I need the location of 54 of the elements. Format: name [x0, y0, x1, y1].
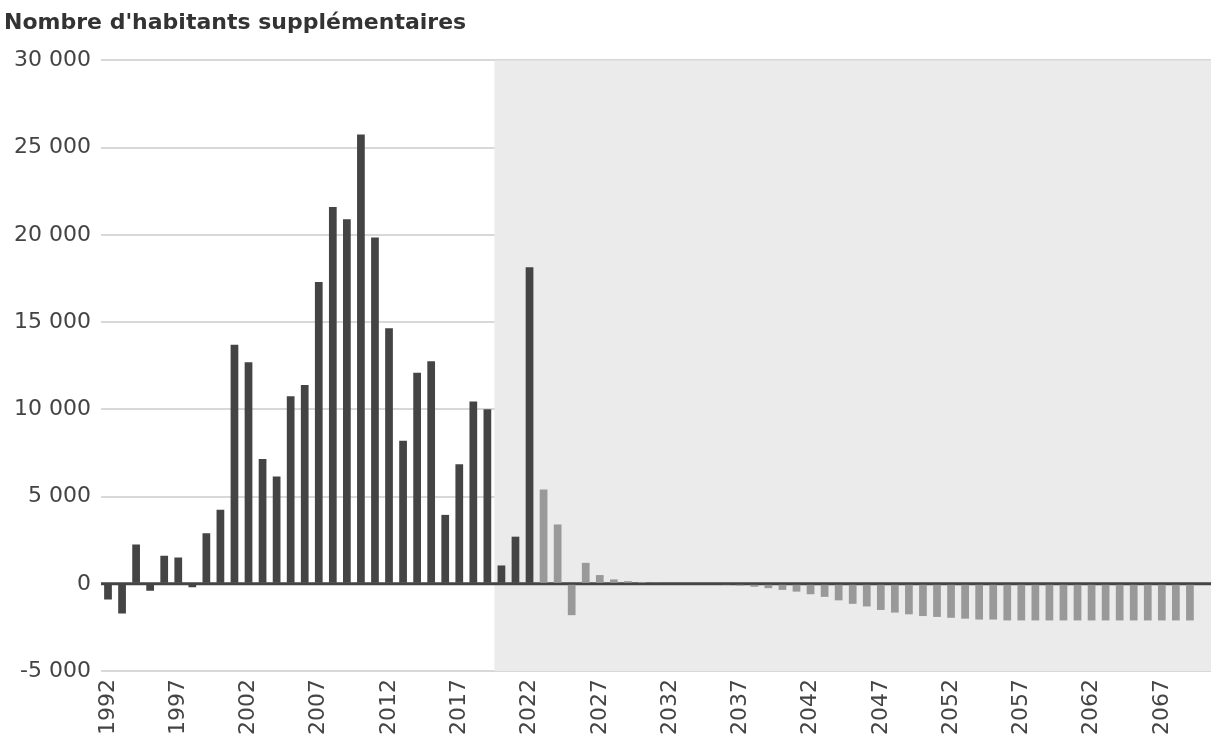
x-tick-label: 2027 — [585, 679, 611, 736]
bar — [1115, 584, 1124, 621]
bar — [1186, 584, 1194, 621]
bar — [876, 584, 885, 610]
bar — [1143, 584, 1152, 621]
x-tick-label: 2017 — [445, 679, 470, 736]
y-tick-label: -5 000 — [20, 656, 91, 682]
bar — [567, 584, 576, 616]
x-tick-label: 2037 — [726, 679, 752, 736]
bar — [595, 575, 604, 583]
bar — [989, 584, 998, 620]
x-tick-label: 2012 — [374, 679, 400, 736]
bar — [862, 584, 871, 607]
bar — [890, 584, 899, 613]
x-tick-label: 2032 — [655, 679, 681, 736]
y-tick-label: 10 000 — [13, 395, 91, 421]
bar — [820, 584, 829, 597]
bar — [919, 584, 927, 617]
x-tick-label: 1997 — [163, 679, 189, 736]
y-tick-label: 20 000 — [13, 220, 91, 246]
x-tick-label: 2052 — [936, 679, 962, 736]
x-tick-label: 2062 — [1077, 679, 1103, 736]
x-tick-label: 2022 — [515, 679, 541, 736]
bar — [553, 524, 562, 583]
y-tick-label: 5 000 — [27, 482, 91, 508]
bar — [1172, 584, 1180, 621]
bar — [947, 584, 955, 618]
bar — [792, 584, 801, 592]
bar — [1157, 584, 1166, 621]
bar — [961, 584, 969, 619]
bar — [933, 584, 941, 617]
y-tick-label: 0 — [76, 569, 91, 595]
bar — [609, 579, 618, 583]
y-tick-label: 15 000 — [13, 307, 91, 333]
x-tick-label: 2002 — [234, 679, 260, 736]
x-tick-label: 2047 — [866, 679, 892, 736]
x-tick-label: 2007 — [304, 679, 330, 736]
x-tick-label: 2057 — [1007, 679, 1033, 736]
x-tick-label: 1992 — [93, 679, 119, 736]
bar — [539, 489, 548, 583]
bar — [1017, 584, 1026, 621]
bar — [848, 584, 857, 604]
bar — [581, 562, 590, 583]
bar — [778, 584, 787, 590]
x-tick-label: 2067 — [1147, 679, 1173, 736]
chart-title: Nombre d'habitants supplémentaires — [4, 8, 467, 34]
y-tick-label: 30 000 — [13, 46, 91, 72]
bar — [905, 584, 913, 615]
bar — [834, 584, 843, 601]
y-tick-label: 25 000 — [13, 133, 91, 159]
bar — [975, 584, 984, 620]
x-tick-label: 2042 — [796, 679, 822, 736]
bar — [1003, 584, 1012, 621]
bar — [1129, 584, 1138, 621]
